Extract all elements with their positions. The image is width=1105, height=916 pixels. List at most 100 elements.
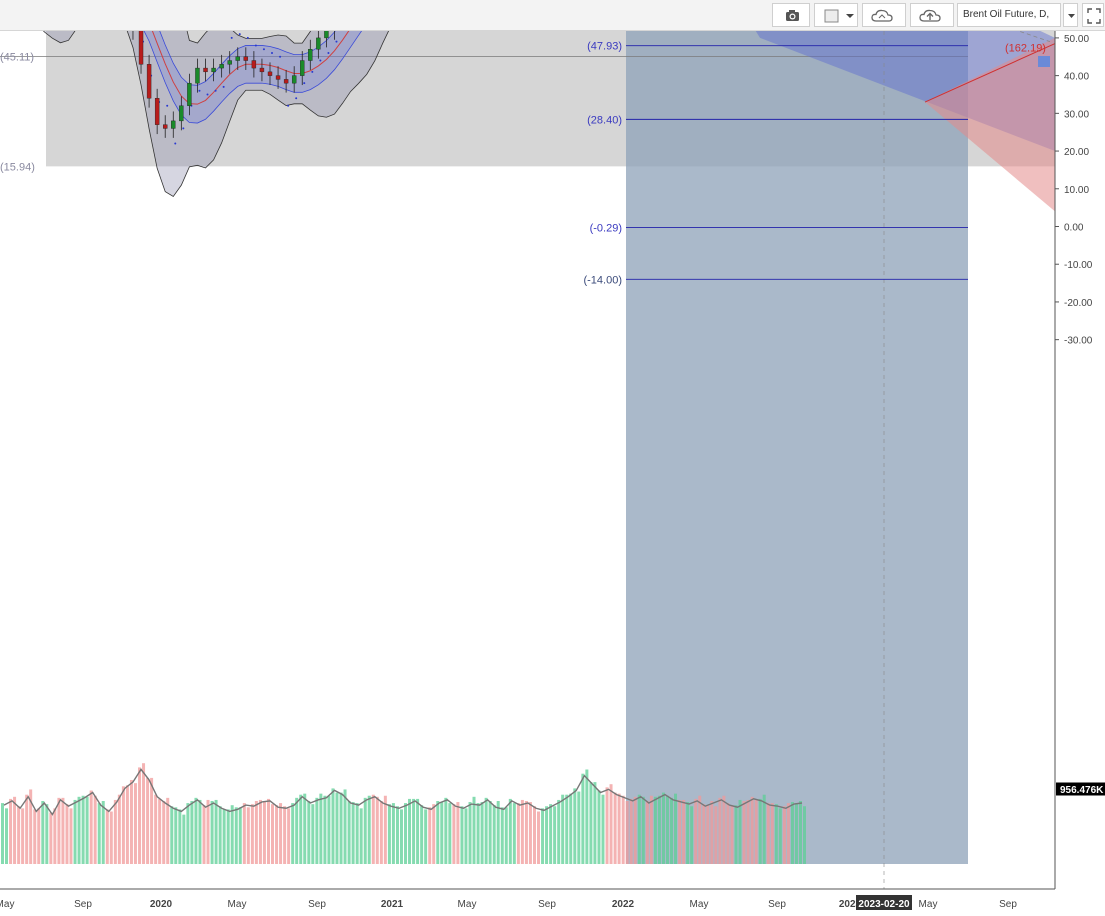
sar-dot [271,51,273,54]
volume-bar [222,809,226,864]
volume-bar [621,795,625,864]
candle-body [203,67,208,73]
volume-bar [69,808,73,864]
volume-bar [33,809,37,864]
cloud-icon[interactable] [862,3,906,27]
sar-dot [279,55,282,58]
volume-bar [45,804,49,864]
volume-bar [452,804,456,864]
volume-bar [585,769,589,864]
fib-level-label: (28.40) [587,114,622,126]
volume-bar [399,809,403,864]
volume-bar [561,794,565,864]
volume-bar [782,806,786,864]
volume-bar [605,787,609,864]
volume-bar [319,793,323,864]
volume-bar [138,767,142,864]
volume-bar [162,801,166,864]
camera-icon[interactable] [772,3,810,27]
volume-bar [541,808,545,864]
sar-dot [295,97,298,100]
volume-bar [750,796,754,864]
volume-bar [214,799,218,864]
volume-bar [698,795,702,864]
volume-bar [653,796,657,864]
price-chart[interactable]: (139.46)(129.39)(123.20)(118.20)(113.19)… [0,31,1105,916]
sar-dot [311,70,314,73]
cursor-date-label: 2023-02-20 [858,899,910,910]
volume-bar [661,792,665,864]
volume-bar [722,795,726,864]
time-axis [0,889,1105,916]
time-axis-label: May [228,899,247,910]
volume-bar [258,799,262,864]
volume-bar [146,777,150,864]
volume-bar [331,788,335,864]
candle-body [154,98,160,125]
volume-bar [275,805,279,864]
volume-bar [142,763,146,864]
volume-bar [25,794,29,864]
volume-bar [198,799,202,864]
color-swatch-icon[interactable] [814,3,858,27]
volume-bar [347,801,351,864]
volume-average-line [3,768,803,816]
volume-bar [738,799,742,864]
sar-dot [222,85,225,88]
volume-bar [395,806,399,864]
left-price-label: (45.11) [0,51,34,63]
candle-body [163,124,168,129]
volume-bar [367,795,371,864]
candle-body [267,71,273,76]
volume-bar [391,803,395,864]
volume-bar [351,802,355,864]
sar-dot [327,51,330,54]
volume-bar [702,804,706,864]
volume-bar [339,792,343,864]
volume-bar [85,796,89,864]
volume-bar [641,796,645,864]
volume-bar [416,798,420,864]
volume-bar [9,798,13,864]
candle-body [283,79,289,84]
volume-bar [262,801,266,864]
volume-bar [41,801,45,864]
fullscreen-icon[interactable] [1082,3,1104,27]
settings-icon [1038,56,1050,67]
volume-bar [77,796,81,864]
volume-bar [335,792,339,864]
chevron-down-icon[interactable] [1063,3,1078,27]
volume-bar [363,797,367,864]
symbol-selector[interactable]: Brent Oil Future, D, [957,3,1061,27]
cloud-upload-icon[interactable] [910,3,954,27]
volume-bar [121,786,125,864]
volume-bar [226,809,230,864]
candle-body [259,67,265,73]
volume-bar [287,808,291,864]
volume-bar [57,797,61,864]
time-axis-label: Sep [999,899,1017,910]
price-axis-label: 30.00 [1064,109,1089,120]
volume-bar [786,803,790,864]
volume-bar [726,803,730,864]
candle-body [324,31,329,39]
sar-dot [214,89,217,92]
volume-bar [101,801,105,864]
fib-level-label: (-14.00) [583,274,622,286]
volume-bar [271,804,274,864]
volume-bar [117,794,121,864]
volume-bar [742,801,746,864]
volume-bar [404,803,408,864]
volume-bar [81,795,85,864]
volume-bar [803,806,806,864]
volume-bar [758,798,762,864]
volume-bar [355,803,359,864]
volume-bar [158,798,162,864]
volume-bar [730,805,734,864]
volume-bar [387,804,391,864]
volume-bar [29,789,33,864]
volume-bar [307,801,311,864]
volume-bar [460,806,464,864]
candle-body [243,56,249,61]
volume-bar [484,797,488,864]
